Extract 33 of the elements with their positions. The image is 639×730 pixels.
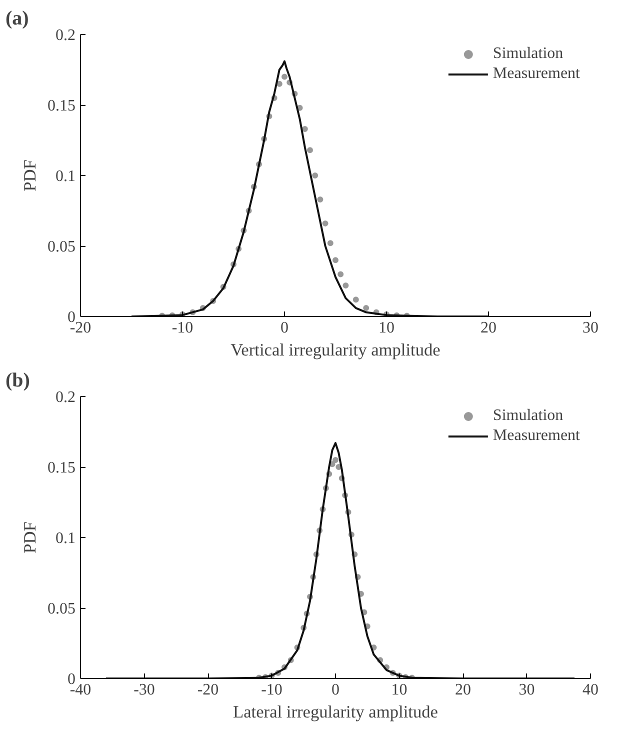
legend-label: Simulation [492, 407, 564, 425]
x-tick-label: 20 [455, 682, 471, 698]
y-tick-label: 0 [68, 671, 76, 688]
chart-title: (b) [6, 370, 30, 392]
x-tick-label: 10 [391, 682, 408, 698]
x-tick-label: -10 [261, 682, 282, 698]
y-tick-label: 0.05 [48, 238, 76, 256]
y-tick-label: 0.2 [56, 27, 76, 44]
chart-title: (a) [6, 8, 29, 30]
y-tick-label: 0.15 [48, 460, 76, 476]
y-axis-title: PDF [20, 521, 40, 554]
y-tick-label: 0.1 [56, 530, 76, 547]
y-tick-label: 0 [68, 309, 76, 326]
x-axis-title: Vertical irregularity amplitude [230, 340, 441, 360]
y-tick-label: 0.2 [56, 389, 76, 406]
y-tick-label: 0.15 [48, 98, 76, 114]
legend-label: Measurement [492, 65, 580, 83]
y-tick-label: 0.1 [56, 168, 76, 185]
x-tick-label: -10 [172, 320, 194, 336]
legend-label: Measurement [492, 427, 580, 445]
legend-label: Simulation [492, 45, 564, 63]
x-tick-label: 40 [582, 682, 598, 698]
x-tick-label: -20 [197, 682, 219, 698]
y-axis-title: PDF [20, 159, 40, 192]
x-tick-label: -30 [134, 682, 155, 698]
y-tick-label: 0.05 [48, 600, 76, 618]
x-axis-title: Lateral irregularity amplitude [233, 702, 438, 722]
x-tick-label: 0 [280, 320, 288, 336]
x-tick-label: 0 [332, 682, 340, 698]
x-tick-label: 20 [480, 320, 496, 336]
x-tick-label: 10 [378, 320, 394, 336]
x-tick-label: 30 [518, 682, 535, 698]
x-tick-label: 30 [582, 320, 598, 336]
